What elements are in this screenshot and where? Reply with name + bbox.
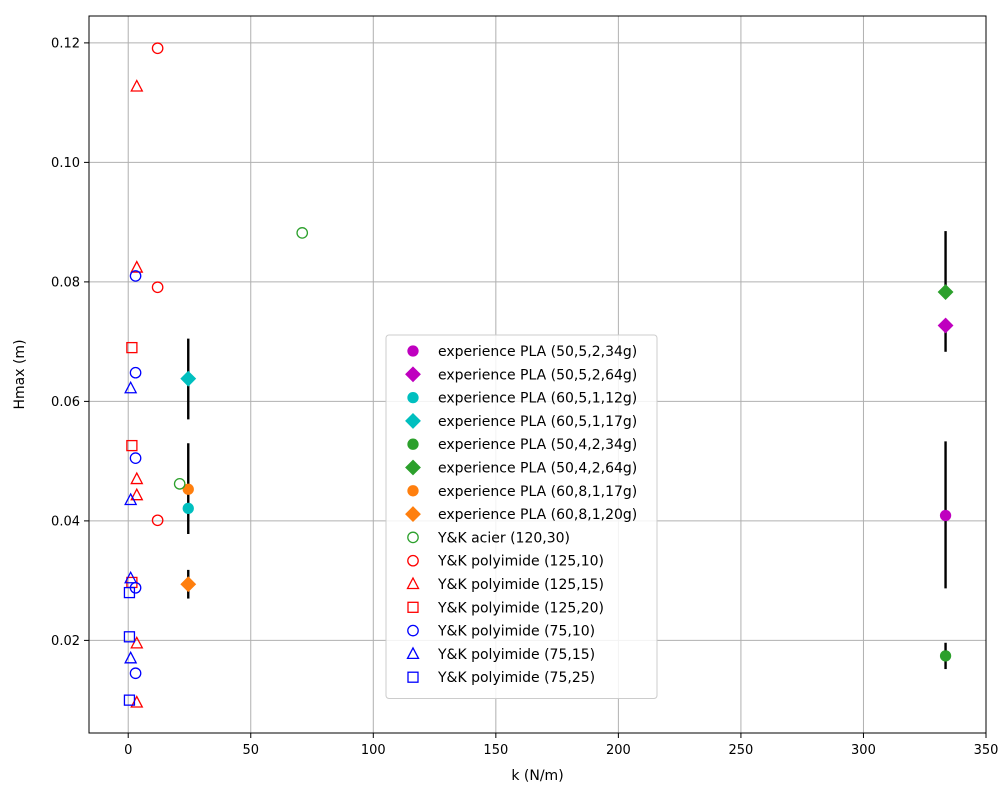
x-tick-label: 150	[483, 743, 508, 758]
legend-entry-label: Y&K acier (120,30)	[437, 530, 570, 546]
data-point	[126, 341, 138, 354]
x-tick-label: 350	[974, 743, 999, 758]
legend-entry-label: experience PLA (60,8,1,17g)	[438, 484, 637, 500]
legend-marker	[405, 506, 421, 523]
legend-marker	[405, 459, 421, 476]
data-point	[173, 477, 186, 490]
data-point	[124, 650, 138, 664]
y-axis-label: Hmax (m)	[12, 339, 28, 409]
data-point	[151, 514, 164, 527]
y-tick-label: 0.12	[51, 36, 80, 51]
legend-marker	[407, 601, 419, 613]
legend-marker	[405, 366, 421, 383]
legend-marker	[407, 554, 419, 567]
legend-marker	[407, 671, 419, 683]
data-point	[126, 439, 138, 452]
plot-frame	[88, 15, 987, 734]
legend-entry-label: Y&K polyimide (125,15)	[437, 577, 604, 593]
y-tick-label: 0.10	[51, 156, 80, 171]
legend-entry-label: experience PLA (60,5,1,17g)	[438, 414, 637, 430]
x-tick-label: 100	[361, 743, 386, 758]
legend-marker	[407, 345, 419, 357]
data-point	[123, 631, 136, 643]
data-point	[939, 509, 952, 522]
x-tick-label: 250	[729, 743, 754, 758]
legend-marker	[407, 531, 419, 544]
legend-box	[385, 334, 658, 699]
data-point	[130, 471, 144, 485]
legend-entry-label: Y&K polyimide (75,10)	[437, 624, 595, 640]
x-axis-ticks: 0 50 100 150 200 250 300 350	[124, 733, 998, 758]
data-point	[296, 227, 309, 239]
data-point	[182, 483, 194, 495]
legend-entry-label: experience PLA (50,4,2,64g)	[438, 461, 637, 477]
data-point	[130, 260, 144, 273]
legend-entry-label: experience PLA (60,5,1,12g)	[438, 391, 637, 407]
data-point	[130, 79, 144, 92]
legend-entry-label: experience PLA (50,4,2,34g)	[438, 437, 637, 453]
legend-entry-label: Y&K polyimide (75,25)	[437, 670, 595, 686]
data-point	[129, 452, 142, 464]
data-point	[939, 650, 952, 662]
data-points	[123, 42, 954, 708]
data-point	[151, 281, 164, 294]
data-point	[151, 42, 164, 55]
data-point	[129, 667, 142, 680]
legend-entry-label: Y&K polyimide (75,15)	[437, 647, 595, 663]
legend-entry-label: experience PLA (50,5,2,64g)	[438, 367, 637, 383]
data-point	[180, 370, 197, 387]
x-tick-label: 50	[242, 743, 259, 758]
data-point	[130, 635, 144, 649]
y-axis-ticks: 0.02 0.04 0.06 0.08 0.10 0.12	[51, 36, 89, 649]
data-point	[129, 366, 142, 379]
legend-entry-label: Y&K polyimide (125,10)	[437, 554, 604, 570]
x-axis-label: k (N/m)	[511, 768, 563, 784]
data-point	[123, 694, 136, 706]
legend-entry-label: experience PLA (60,8,1,20g)	[438, 507, 637, 523]
data-point	[937, 284, 954, 300]
data-point	[124, 380, 138, 394]
data-point	[129, 270, 142, 282]
data-point	[124, 492, 138, 506]
data-point	[180, 576, 197, 593]
legend-marker	[407, 624, 419, 637]
legend-marker	[405, 412, 421, 429]
legend-marker	[407, 485, 419, 497]
legend-entry-label: experience PLA (50,5,2,34g)	[438, 344, 637, 360]
legend-marker	[406, 646, 420, 660]
data-point	[937, 317, 954, 334]
legend-marker	[407, 391, 419, 404]
y-tick-label: 0.06	[51, 395, 80, 410]
legend-marker	[407, 438, 419, 450]
data-point	[123, 586, 136, 599]
data-point	[124, 570, 138, 584]
data-point	[130, 487, 144, 501]
x-tick-label: 300	[851, 743, 876, 758]
y-tick-label: 0.04	[51, 514, 80, 529]
y-tick-label: 0.02	[51, 634, 80, 649]
data-point	[182, 502, 194, 514]
x-tick-label: 200	[606, 743, 631, 758]
legend: experience PLA (50,5,2,34g) experience PL…	[385, 334, 658, 699]
x-tick-label: 0	[124, 743, 132, 758]
legend-entry-label: Y&K polyimide (125,20)	[437, 600, 604, 616]
legend-marker	[406, 576, 420, 590]
y-tick-label: 0.08	[51, 275, 80, 290]
